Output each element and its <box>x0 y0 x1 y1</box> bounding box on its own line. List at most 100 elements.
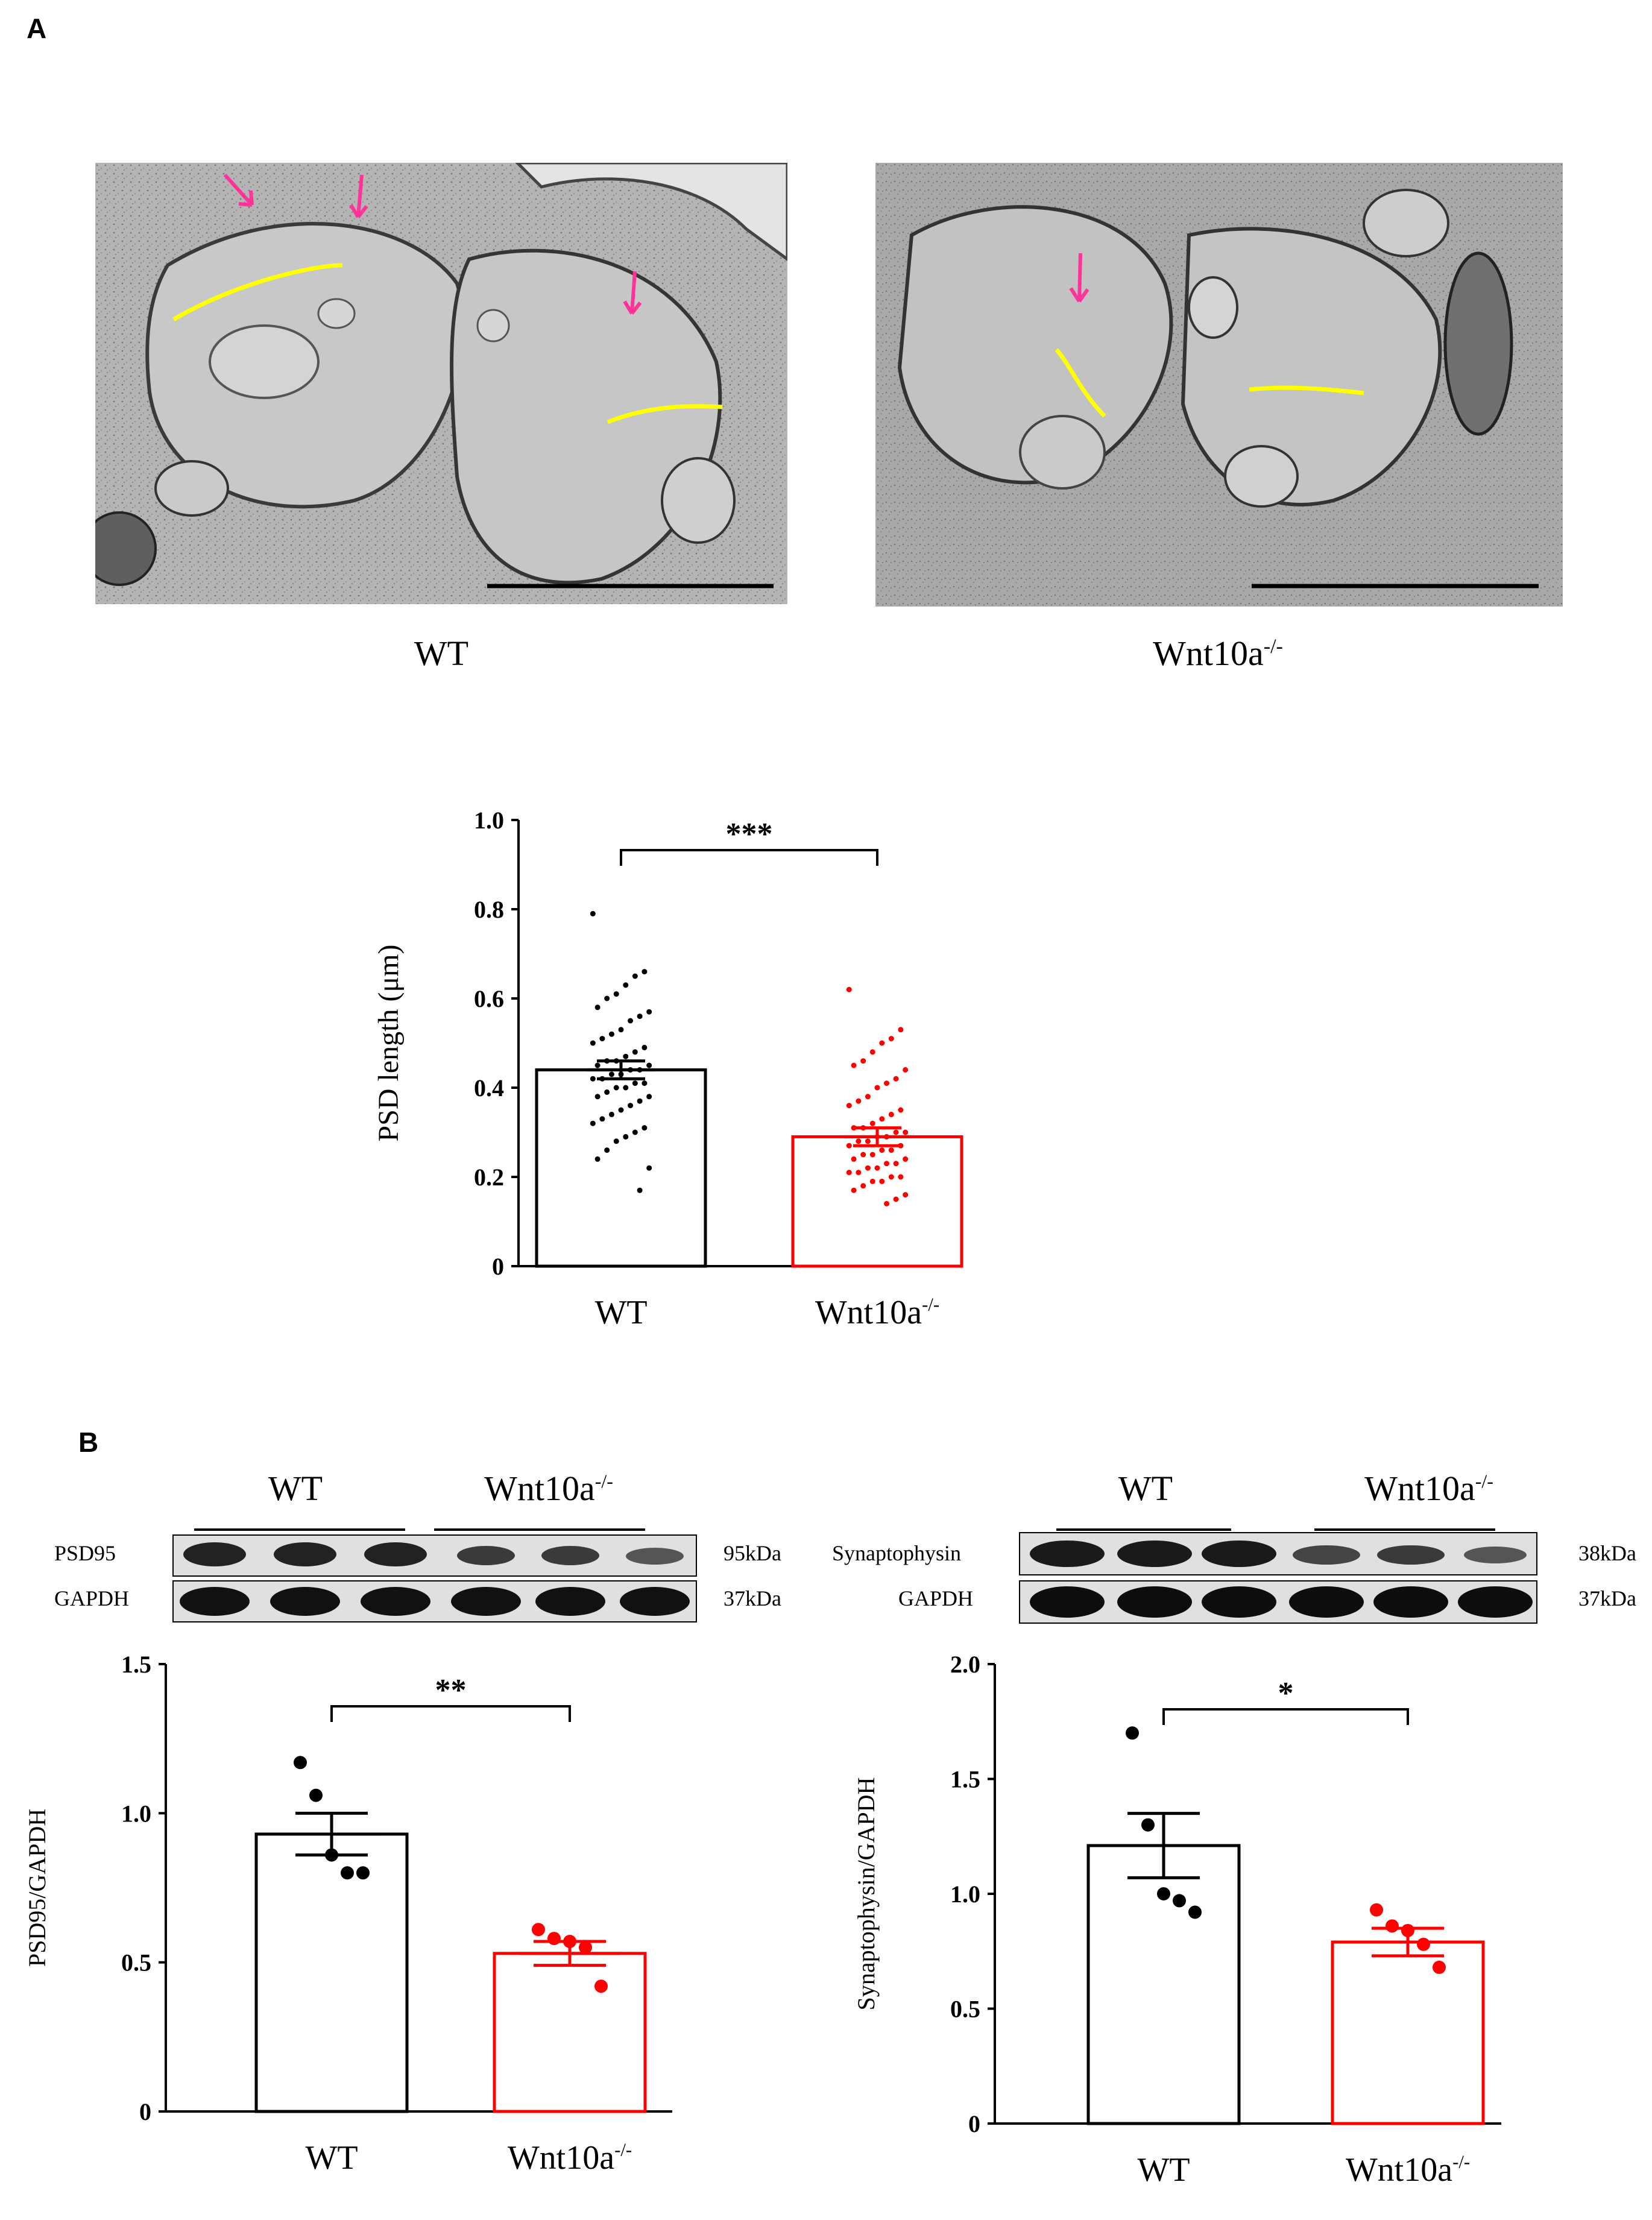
y-tick-label: 1.5 <box>121 1651 151 1678</box>
data-point <box>642 1044 648 1050</box>
data-point <box>309 1788 323 1802</box>
y-tick-label: 0.2 <box>474 1164 504 1191</box>
data-point <box>618 1027 624 1033</box>
data-point <box>623 982 629 988</box>
y-axis-label: PSD length (μm) <box>373 944 405 1141</box>
data-point <box>860 1058 866 1064</box>
data-point <box>632 1049 638 1055</box>
data-point <box>893 1161 899 1167</box>
data-point <box>846 1103 852 1109</box>
panel-a-letter: A <box>27 13 47 44</box>
data-point <box>879 1116 885 1122</box>
data-point <box>594 1156 601 1162</box>
data-point <box>594 1004 601 1011</box>
data-point <box>532 1923 545 1937</box>
data-point <box>903 1067 909 1073</box>
data-point <box>851 1156 857 1162</box>
blot-left-row2-kda: 37kDa <box>724 1586 781 1610</box>
data-point <box>623 1053 629 1059</box>
blot-right-group-ko-line <box>1314 1528 1495 1531</box>
category-label: WT <box>305 2139 358 2177</box>
blot-right-row2-kda: 37kDa <box>1578 1586 1636 1610</box>
data-point <box>547 1932 561 1946</box>
blot-left-group-ko: Wnt10a-/- <box>484 1469 613 1508</box>
micrograph-ko-caption: Wnt10a-/- <box>1153 634 1283 673</box>
micrograph-wt <box>95 163 787 604</box>
data-point <box>579 1940 592 1954</box>
data-point <box>341 1866 354 1880</box>
significance-stars: ** <box>435 1673 467 1708</box>
blot-left-psd95-strip <box>172 1534 697 1577</box>
data-point <box>632 1080 638 1086</box>
blot-left-group-wt: WT <box>268 1469 323 1508</box>
blot-right-synaptophysin-strip <box>1019 1532 1537 1575</box>
significance-bracket <box>620 849 878 866</box>
data-point <box>590 1120 596 1126</box>
data-point <box>628 1103 634 1109</box>
data-point <box>1188 1905 1202 1919</box>
panel-b-letter: B <box>78 1427 99 1458</box>
data-point <box>637 1014 643 1020</box>
data-point <box>888 1147 894 1153</box>
y-axis-label: Synaptophysin/GAPDH <box>856 1777 880 2011</box>
data-point <box>846 1143 852 1149</box>
chart-psd95-gapdh: 0 0.5 1.0 1.5 PSD95/GAPDH WT Wnt10a-/- ** <box>24 1651 672 2177</box>
data-point <box>599 1036 605 1042</box>
data-point <box>869 1049 875 1055</box>
data-point <box>846 986 852 992</box>
y-tick-label: 0.5 <box>950 1996 980 2023</box>
bar <box>791 1135 963 1268</box>
data-point <box>590 910 596 916</box>
blot-right: WT Wnt10a-/- Synaptophysin GAPDH 38kDa 3… <box>832 1462 1640 1624</box>
micrograph-wt-caption: WT <box>414 634 469 673</box>
data-point <box>608 1071 614 1077</box>
category-label-sup: -/- <box>1452 2152 1470 2172</box>
blot-left-row1-label: PSD95 <box>54 1541 116 1565</box>
data-point <box>646 1062 652 1068</box>
data-point <box>1433 1960 1446 1974</box>
blot-left-group-ko-line <box>434 1528 645 1531</box>
data-point <box>604 1089 610 1095</box>
data-point <box>608 1031 614 1037</box>
data-point <box>1157 1887 1170 1900</box>
blot-left-group-wt-line <box>194 1528 405 1531</box>
data-point <box>846 1170 852 1176</box>
data-point <box>294 1756 307 1770</box>
y-tick-label: 0 <box>492 1253 504 1280</box>
data-point <box>594 1979 608 1993</box>
category-label-sup: -/- <box>922 1294 939 1315</box>
data-point <box>646 1165 652 1171</box>
data-point <box>608 1111 614 1117</box>
significance-bracket <box>330 1705 571 1722</box>
bar <box>493 1952 647 2113</box>
data-point <box>618 1107 624 1113</box>
significance-bracket <box>1162 1708 1409 1725</box>
data-point <box>869 1152 875 1158</box>
data-point <box>637 1187 643 1193</box>
data-point <box>856 1138 862 1144</box>
significance-stars: * <box>1278 1676 1294 1711</box>
category-label: WT <box>594 1294 647 1331</box>
chart-synaptophysin-gapdh: 0 0.5 1.0 1.5 2.0 Synaptophysin/GAPDH WT Wnt10a… <box>856 1651 1501 2189</box>
blot-right-group-ko: Wnt10a-/- <box>1364 1469 1493 1508</box>
data-point <box>860 1152 866 1158</box>
data-point <box>888 1036 894 1042</box>
data-point <box>874 1085 880 1091</box>
category-label: Wnt10a-/- <box>815 1294 939 1331</box>
y-tick-label: 0.6 <box>474 985 504 1012</box>
data-point <box>860 1183 866 1189</box>
data-point <box>884 1080 890 1086</box>
data-point <box>865 1165 871 1171</box>
y-tick-label: 0 <box>968 2110 980 2137</box>
data-point <box>884 1200 890 1206</box>
blot-right-group-wt-line <box>1056 1528 1231 1531</box>
category-label: WT <box>1137 2151 1190 2189</box>
blot-left-row2-label: GAPDH <box>54 1586 130 1610</box>
blot-right-gapdh-strip <box>1019 1580 1537 1624</box>
blot-left-row1-kda: 95kDa <box>724 1541 781 1565</box>
data-point <box>613 1085 619 1091</box>
y-tick-label: 0 <box>139 2098 151 2125</box>
data-point <box>856 1098 862 1104</box>
data-point <box>623 1134 629 1140</box>
data-point <box>1173 1894 1186 1908</box>
